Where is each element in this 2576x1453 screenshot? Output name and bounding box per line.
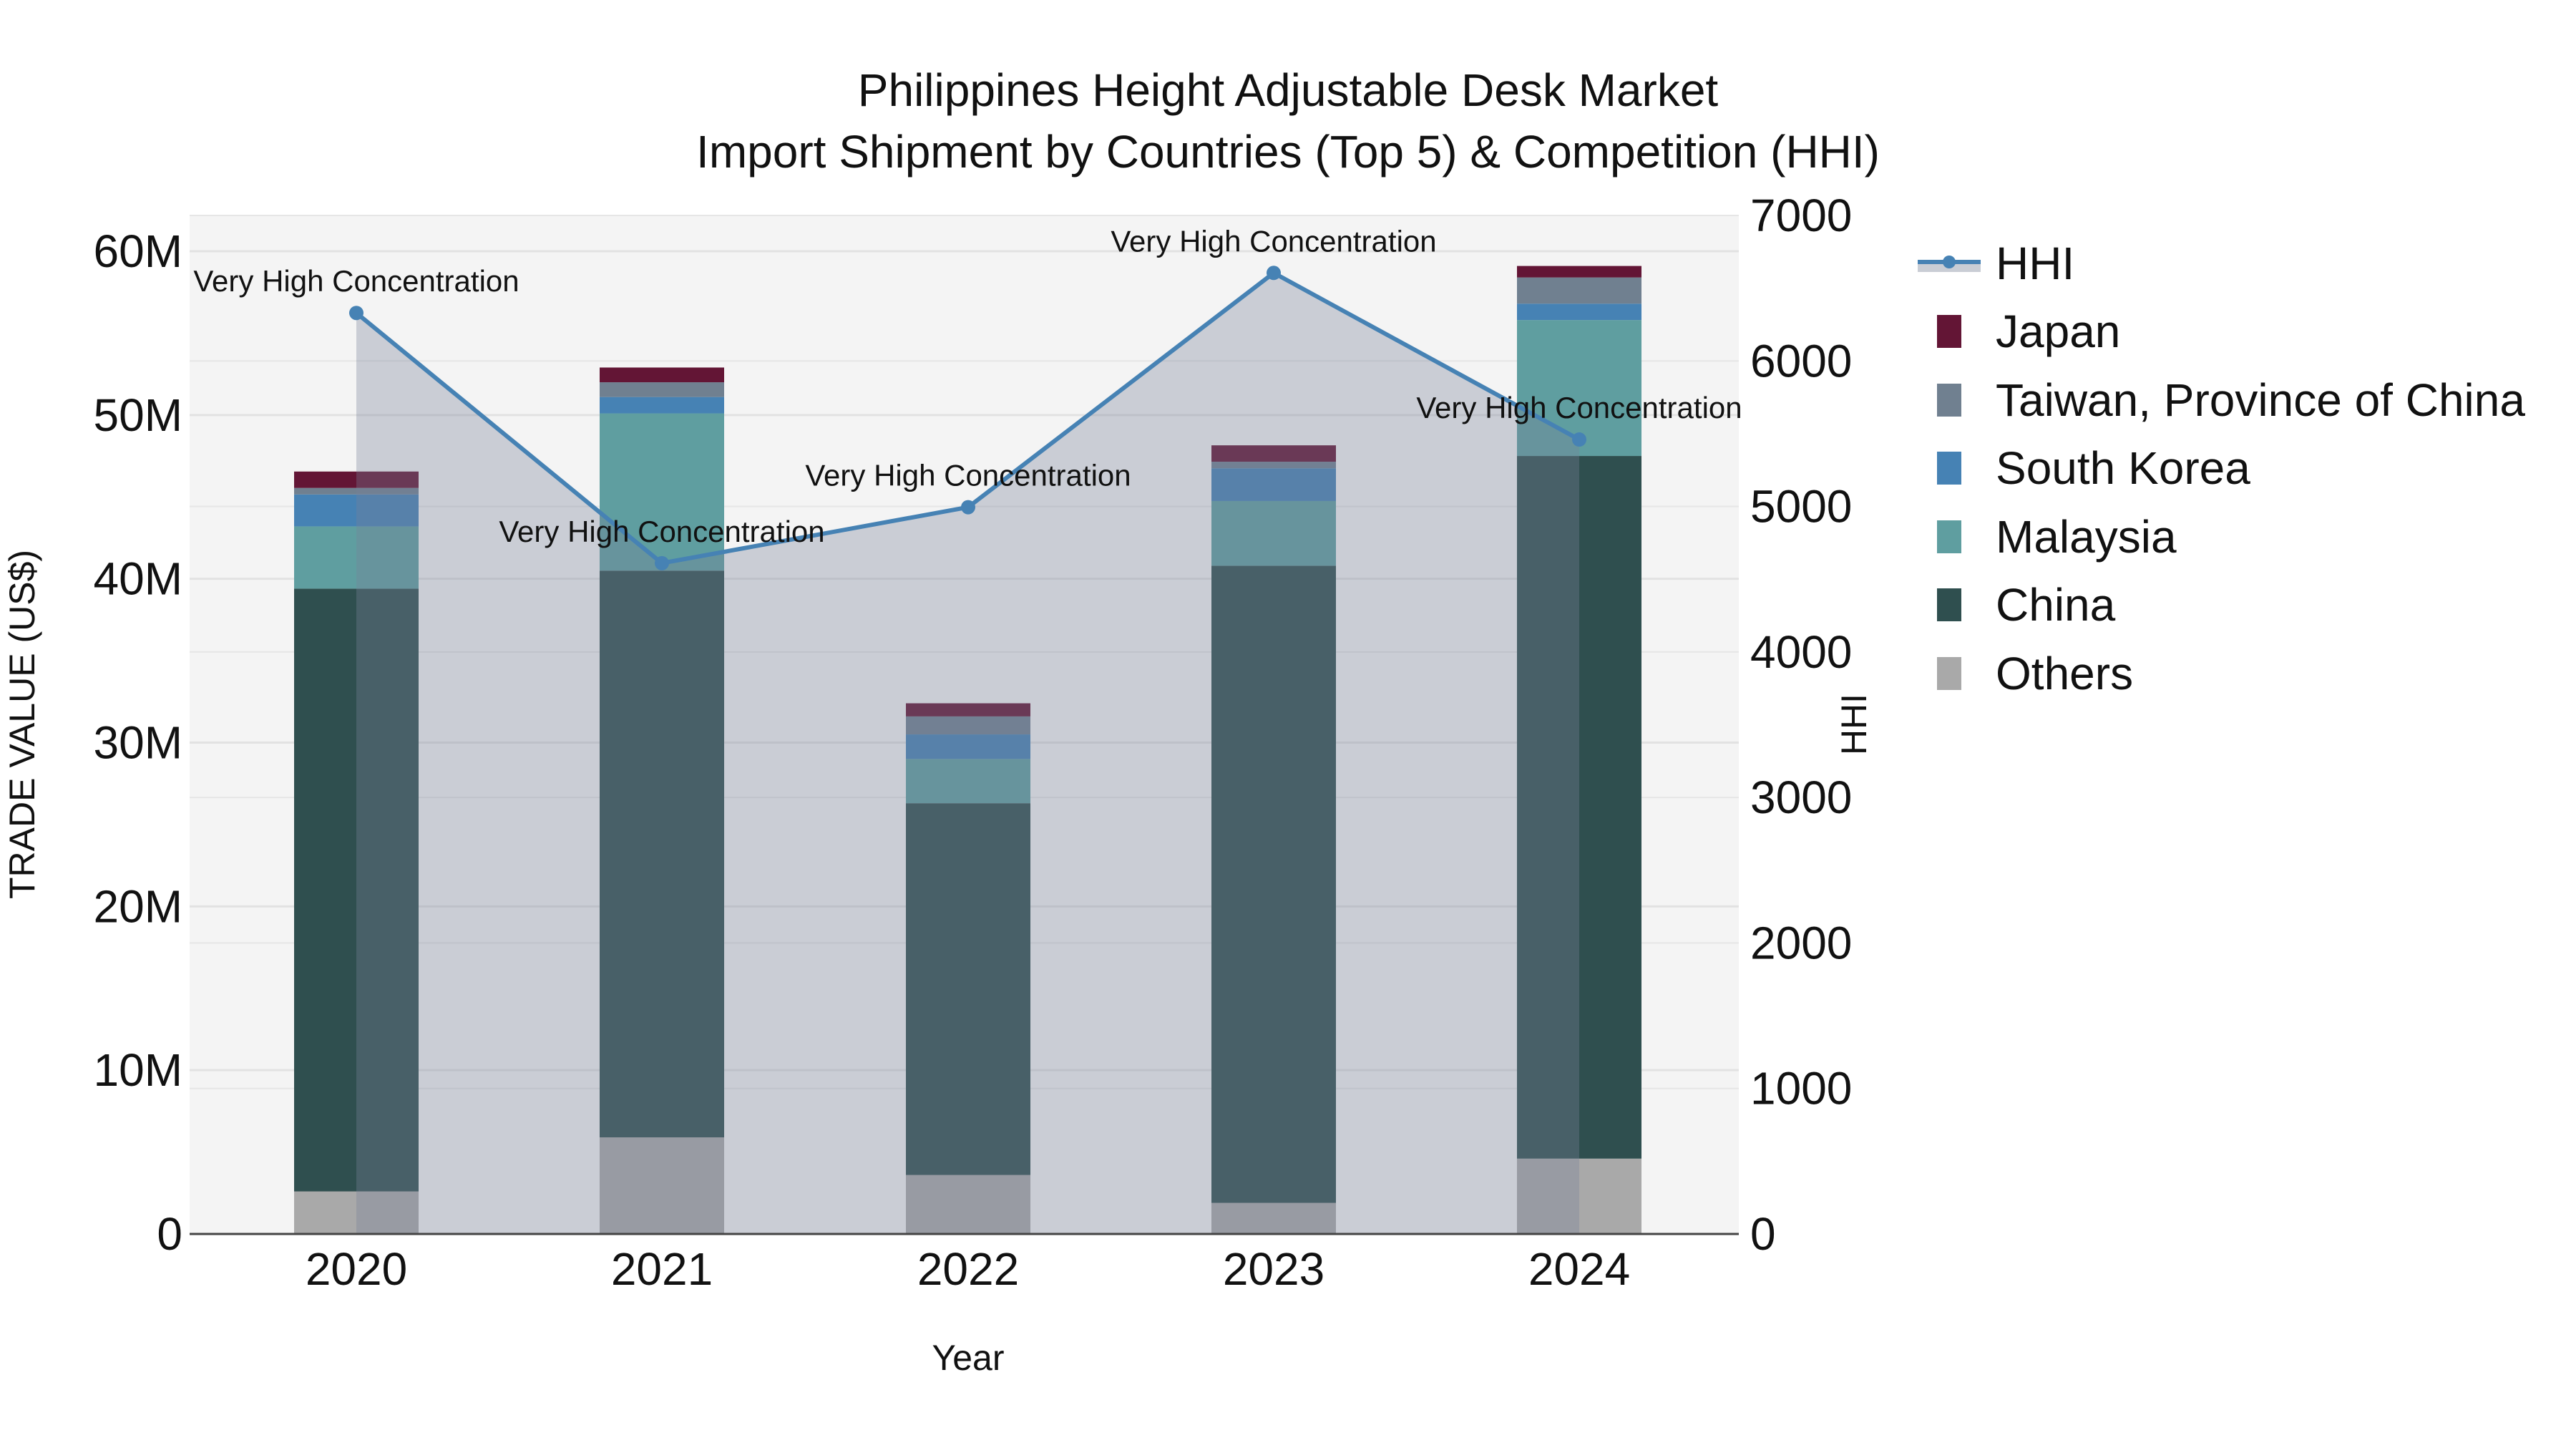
bar-segment-japan[interactable] [600, 367, 724, 383]
stacked-bars [294, 266, 1641, 1234]
bar-segment-malaysia[interactable] [294, 526, 419, 589]
chart-title-line2: Import Shipment by Countries (Top 5) & C… [696, 126, 1880, 178]
bar-segment-taiwan-province-of-china[interactable] [294, 487, 419, 495]
legend-label: HHI [1996, 237, 2075, 289]
hhi-annotation: Very High Concentration [1416, 391, 1742, 424]
y-right-tick-label: 1000 [1750, 1063, 1852, 1114]
legend-swatch-icon [1937, 315, 1961, 349]
chart-title-line1: Philippines Height Adjustable Desk Marke… [858, 64, 1719, 116]
legend-item-south-korea[interactable]: South Korea [1918, 434, 2525, 503]
bar-segment-malaysia[interactable] [600, 413, 724, 571]
bar-segment-others[interactable] [600, 1137, 724, 1234]
y-right-tick-label: 2000 [1750, 917, 1852, 968]
bar-segment-others[interactable] [1517, 1158, 1641, 1234]
legend-label: Japan [1996, 306, 2121, 358]
legend-swatch-icon [1937, 452, 1961, 485]
y-right-tick-label: 7000 [1750, 190, 1852, 241]
legend-label: Malaysia [1996, 510, 2177, 563]
legend-item-malaysia[interactable]: Malaysia [1918, 502, 2525, 571]
bar-segment-south-korea[interactable] [906, 734, 1030, 759]
legend-swatch-icon [1937, 588, 1961, 622]
bar-segment-china[interactable] [1211, 565, 1336, 1203]
y-right-tick-label: 3000 [1750, 772, 1852, 823]
hhi-annotations: Very High Concentration Very High Concent… [193, 224, 1742, 548]
bar-segment-south-korea[interactable] [294, 494, 419, 527]
y-left-tick-label: 60M [94, 225, 183, 277]
bar-segment-japan[interactable] [1517, 266, 1641, 278]
x-axis-title: Year [932, 1338, 1004, 1378]
bar-segment-china[interactable] [906, 803, 1030, 1175]
y-left-tick-label: 0 [157, 1208, 182, 1260]
y-right-tick-label: 4000 [1750, 626, 1852, 678]
legend-swatch-icon [1937, 520, 1961, 553]
bar-segment-others[interactable] [294, 1191, 419, 1234]
legend-item-taiwan-province-of-china[interactable]: Taiwan, Province of China [1918, 366, 2525, 434]
bar-segment-others[interactable] [1211, 1202, 1336, 1234]
hhi-annotation: Very High Concentration [193, 264, 519, 298]
legend-item-china[interactable]: China [1918, 571, 2525, 640]
bar-segment-taiwan-province-of-china[interactable] [600, 382, 724, 397]
hhi-annotation: Very High Concentration [805, 459, 1131, 492]
hhi-area-fill [356, 273, 1579, 1234]
y-axis-left-ticks: 0 10M 20M 30M 40M 50M 60M [94, 225, 183, 1260]
bar-segment-japan[interactable] [294, 471, 419, 488]
x-tick-label: 2020 [306, 1243, 407, 1295]
hhi-marker[interactable] [655, 555, 669, 570]
hhi-marker[interactable] [961, 500, 975, 515]
y-left-tick-label: 40M [94, 553, 183, 605]
bar-segment-taiwan-province-of-china[interactable] [906, 716, 1030, 735]
y-left-tick-label: 50M [94, 389, 183, 441]
y-right-tick-label: 0 [1750, 1208, 1776, 1260]
x-tick-label: 2024 [1528, 1243, 1630, 1295]
x-tick-label: 2021 [611, 1243, 713, 1295]
chart-legend: HHI Japan Taiwan, Province of China South K… [1918, 229, 2525, 708]
hhi-marker[interactable] [1267, 266, 1281, 281]
legend-item-japan[interactable]: Japan [1918, 298, 2525, 366]
bar-segment-taiwan-province-of-china[interactable] [1211, 462, 1336, 469]
bar-segment-china[interactable] [294, 588, 419, 1192]
x-tick-label: 2023 [1223, 1243, 1324, 1295]
x-axis-ticks: 2020 2021 2022 2023 2024 [306, 1243, 1630, 1295]
bar-segment-malaysia[interactable] [1211, 500, 1336, 566]
y-right-tick-label: 6000 [1750, 335, 1852, 387]
hhi-line-series [349, 266, 1586, 1234]
hhi-marker[interactable] [1572, 432, 1586, 447]
legend-swatch-icon [1937, 383, 1961, 417]
bar-segment-south-korea[interactable] [1517, 303, 1641, 321]
bar-segment-china[interactable] [1517, 456, 1641, 1159]
hhi-marker[interactable] [349, 306, 364, 321]
bar-segment-south-korea[interactable] [1211, 468, 1336, 501]
bar-segment-japan[interactable] [1211, 445, 1336, 462]
bar-segment-japan[interactable] [906, 703, 1030, 716]
bar-segment-others[interactable] [906, 1175, 1030, 1234]
bar-segment-china[interactable] [600, 570, 724, 1137]
bar-segment-taiwan-province-of-china[interactable] [1517, 277, 1641, 304]
bar-segment-south-korea[interactable] [600, 397, 724, 414]
legend-label: Others [1996, 647, 2134, 699]
y-axis-left-title: TRADE VALUE (US$) [2, 550, 42, 899]
legend-label: China [1996, 579, 2116, 631]
y-left-tick-label: 20M [94, 880, 183, 932]
y-left-tick-label: 30M [94, 717, 183, 769]
legend-line-marker-icon [1918, 247, 1981, 280]
hhi-annotation: Very High Concentration [1111, 224, 1436, 258]
legend-swatch-icon [1937, 656, 1961, 690]
legend-item-others[interactable]: Others [1918, 639, 2525, 708]
legend-item-hhi[interactable]: HHI [1918, 229, 2525, 298]
legend-label: Taiwan, Province of China [1996, 374, 2525, 426]
y-right-tick-label: 5000 [1750, 481, 1852, 533]
y-axis-right-ticks: 0 1000 2000 3000 4000 5000 6000 7000 [1750, 190, 1852, 1260]
hhi-annotation: Very High Concentration [499, 515, 824, 548]
x-tick-label: 2022 [917, 1243, 1019, 1295]
legend-label: South Korea [1996, 442, 2250, 495]
bar-segment-malaysia[interactable] [906, 759, 1030, 804]
y-axis-right-title: HHI [1834, 694, 1874, 755]
y-left-tick-label: 10M [94, 1044, 183, 1096]
